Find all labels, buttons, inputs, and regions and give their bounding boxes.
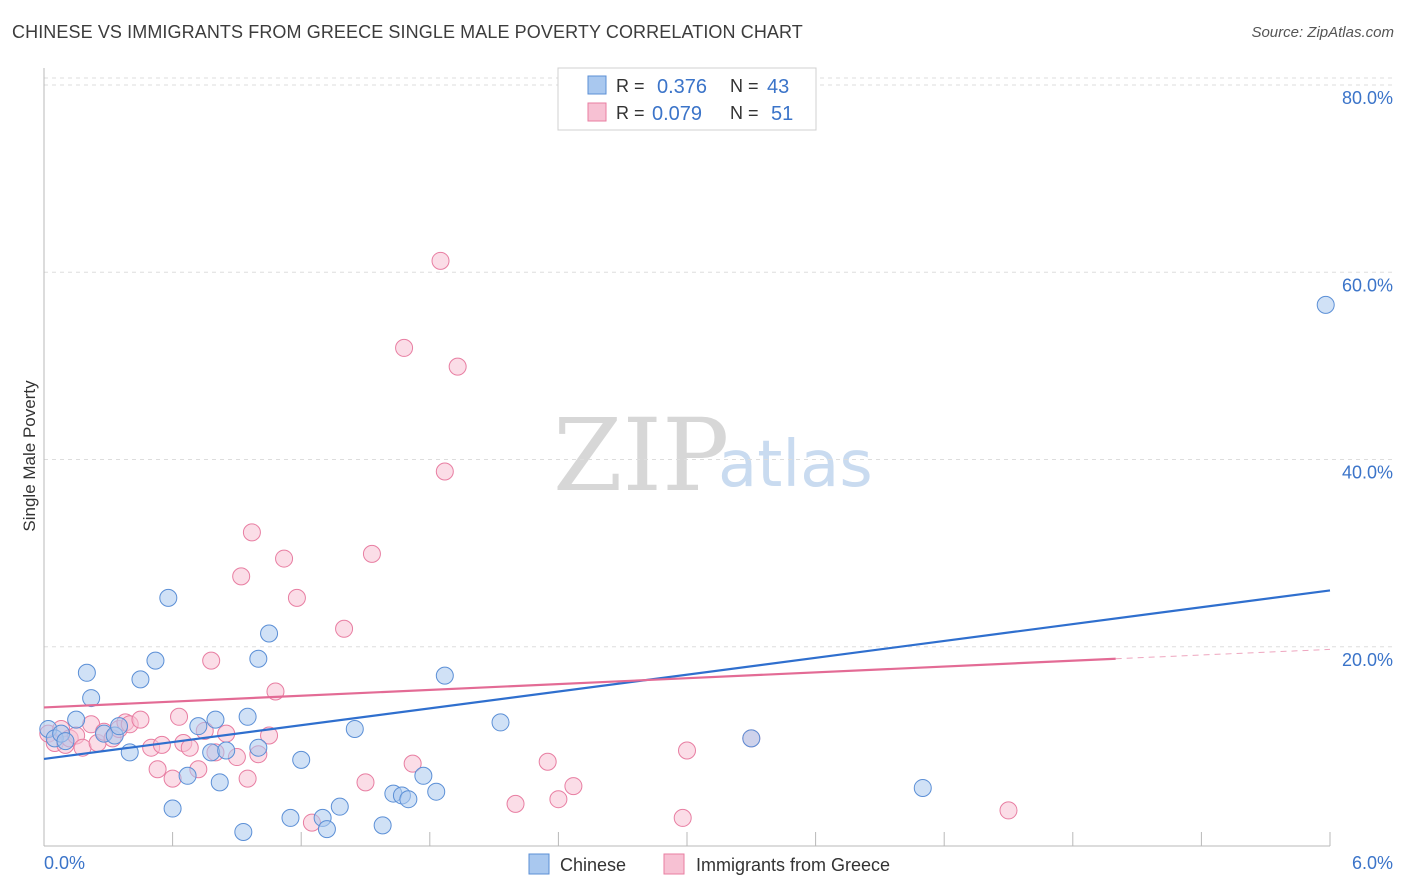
trend-lines: [43, 589, 1331, 761]
series-legend: Chinese Immigrants from Greece: [528, 853, 890, 875]
point-chinese: [330, 797, 349, 816]
stat-swatch-chinese: [587, 75, 607, 95]
stat-r-value-chinese: 0.376: [657, 76, 707, 98]
chart-title: CHINESE VS IMMIGRANTS FROM GREECE SINGLE…: [12, 22, 803, 42]
point-chinese: [249, 738, 268, 757]
point-chinese: [913, 778, 932, 797]
point-greece: [673, 808, 692, 827]
watermark-zip: ZIP: [553, 397, 729, 514]
point-greece: [202, 651, 221, 670]
stat-n-label-greece: N =: [730, 103, 759, 123]
point-chinese: [178, 766, 197, 785]
x-axis-ticks: [43, 832, 1331, 846]
point-chinese: [1316, 295, 1335, 314]
point-chinese: [202, 743, 221, 762]
legend-label-greece: Immigrants from Greece: [696, 855, 890, 875]
point-chinese: [77, 663, 96, 682]
stat-n-value-greece: 51: [771, 103, 793, 125]
point-greece: [403, 754, 422, 773]
point-greece: [180, 738, 199, 757]
watermark: ZIP atlas: [553, 397, 873, 514]
legend-swatch-chinese: [528, 853, 550, 875]
trend-line-chinese: [43, 589, 1331, 761]
y-tick-label: 80.0%: [1342, 88, 1393, 108]
watermark-atlas: atlas: [718, 428, 873, 502]
point-chinese: [345, 719, 364, 738]
point-chinese: [206, 710, 225, 729]
point-chinese: [491, 713, 510, 732]
point-greece: [435, 462, 454, 481]
point-greece: [242, 523, 261, 542]
point-greece: [362, 544, 381, 563]
gridlines: [44, 77, 1392, 648]
point-chinese: [373, 816, 392, 835]
y-tick-label: 20.0%: [1342, 650, 1393, 670]
trend-line-greece-extrapolated: [1115, 648, 1331, 660]
point-greece: [275, 549, 294, 568]
trend-line-greece: [43, 657, 1116, 709]
point-greece: [448, 357, 467, 376]
point-chinese: [317, 820, 336, 839]
point-chinese: [260, 624, 279, 643]
y-tick-label: 60.0%: [1342, 275, 1393, 295]
point-greece: [238, 769, 257, 788]
stat-r-label-chinese: R =: [616, 76, 645, 96]
point-chinese: [281, 808, 300, 827]
point-chinese: [82, 689, 101, 708]
point-chinese: [399, 790, 418, 809]
point-greece: [335, 619, 354, 638]
stats-legend: R = 0.376 N = 43 R = 0.079 N = 51: [557, 67, 817, 131]
source-credit: Source: ZipAtlas.com: [1251, 24, 1394, 41]
point-greece: [287, 588, 306, 607]
point-greece: [549, 790, 568, 809]
stat-r-label-greece: R =: [616, 103, 645, 123]
point-greece: [564, 777, 583, 796]
point-chinese: [742, 729, 761, 748]
data-points: [39, 251, 1335, 841]
point-chinese: [234, 822, 253, 841]
stat-r-value-greece: 0.079: [652, 103, 702, 125]
point-greece: [163, 769, 182, 788]
legend-label-chinese: Chinese: [560, 855, 626, 875]
point-chinese: [210, 773, 229, 792]
stat-n-value-chinese: 43: [767, 76, 789, 98]
point-chinese: [159, 588, 178, 607]
point-greece: [431, 251, 450, 270]
point-greece: [232, 567, 251, 586]
legend-swatch-greece: [663, 853, 685, 875]
y-tick-label: 40.0%: [1342, 463, 1393, 483]
point-greece: [999, 801, 1018, 820]
point-greece: [506, 794, 525, 813]
point-greece: [538, 752, 557, 771]
point-greece: [148, 760, 167, 779]
point-chinese: [427, 782, 446, 801]
point-greece: [395, 338, 414, 357]
stat-n-label-chinese: N =: [730, 76, 759, 96]
point-chinese: [163, 799, 182, 818]
point-chinese: [249, 649, 268, 668]
point-greece: [131, 710, 150, 729]
point-chinese: [110, 717, 129, 736]
point-chinese: [292, 750, 311, 769]
point-chinese: [146, 651, 165, 670]
point-chinese: [56, 732, 75, 751]
point-chinese: [217, 741, 236, 760]
point-chinese: [131, 670, 150, 689]
point-greece: [260, 726, 279, 745]
point-greece: [356, 773, 375, 792]
point-chinese: [435, 666, 454, 685]
point-chinese: [414, 766, 433, 785]
point-chinese: [238, 707, 257, 726]
x-axis-tick-labels: 0.0% 6.0%: [44, 853, 1393, 873]
x-tick-label: 0.0%: [44, 853, 85, 873]
point-greece: [678, 741, 696, 760]
x-tick-label: 6.0%: [1352, 853, 1393, 873]
point-greece: [170, 707, 189, 726]
y-axis-tick-labels: 20.0% 40.0% 60.0% 80.0%: [1342, 88, 1393, 670]
point-chinese: [67, 710, 86, 729]
stat-swatch-greece: [587, 102, 607, 122]
point-chinese: [189, 717, 208, 736]
